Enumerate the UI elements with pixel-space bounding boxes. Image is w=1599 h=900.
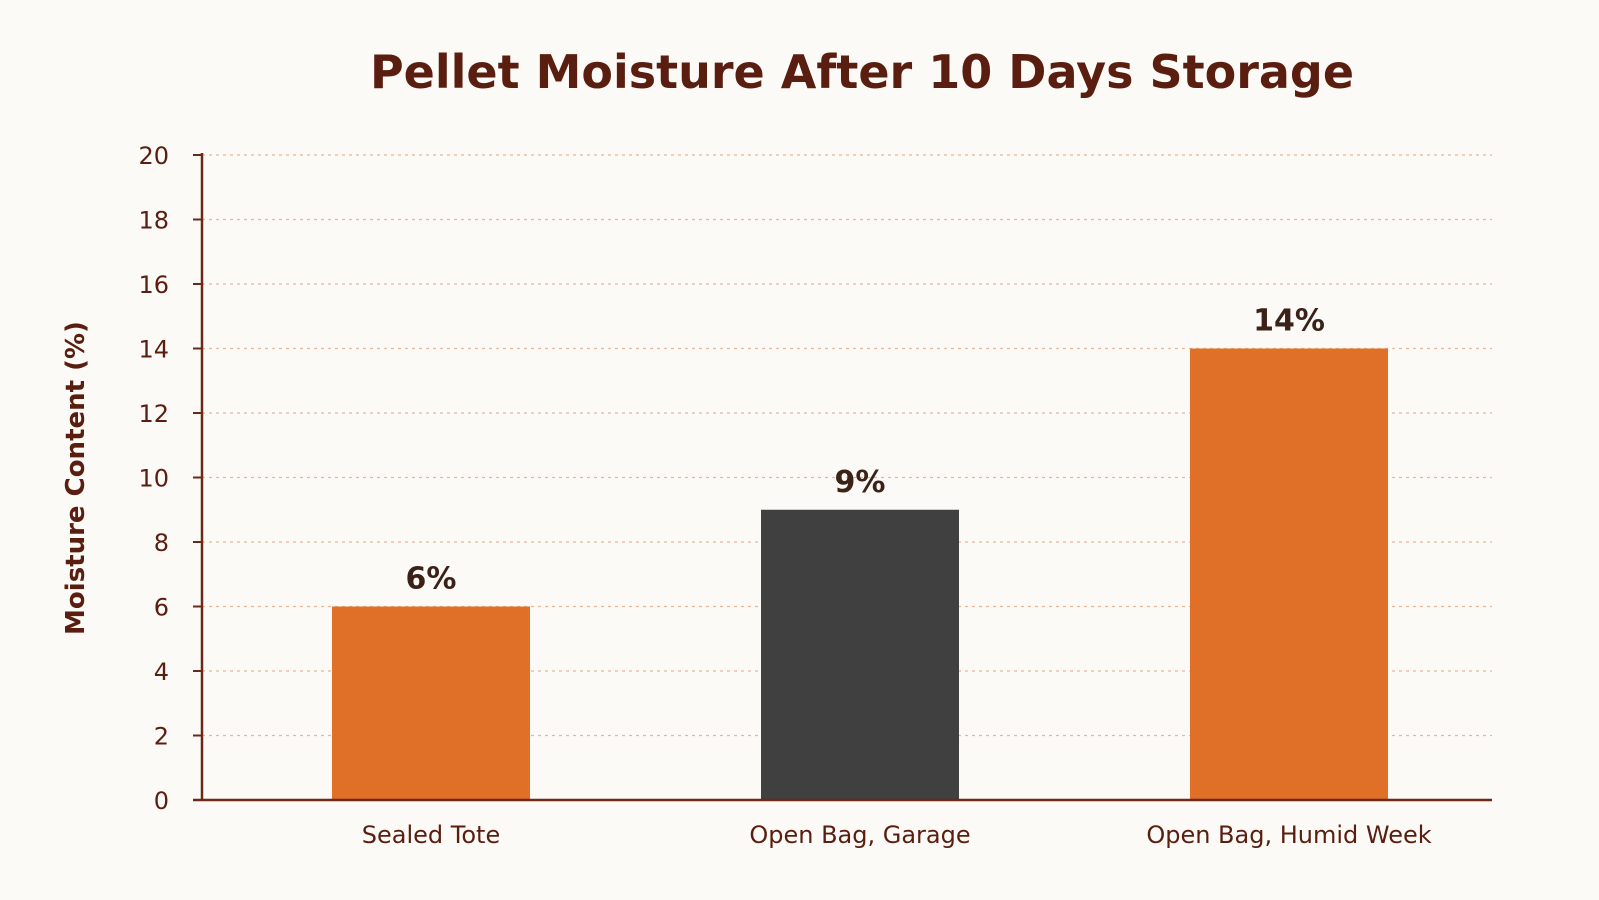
chart-title: Pellet Moisture After 10 Days Storage bbox=[370, 45, 1354, 99]
y-tick-label: 16 bbox=[138, 271, 169, 299]
bars bbox=[332, 348, 1388, 800]
y-axis-label: Moisture Content (%) bbox=[61, 321, 91, 635]
x-tick-label: Sealed Tote bbox=[362, 821, 500, 849]
y-tick-label: 8 bbox=[154, 529, 169, 557]
y-tick-label: 14 bbox=[138, 336, 169, 364]
y-axis-ticks: 0 2 4 6 8 10 12 14 16 18 20 bbox=[138, 142, 202, 815]
x-axis-ticks: Sealed Tote Open Bag, Garage Open Bag, Hum… bbox=[362, 821, 1432, 849]
y-tick-label: 18 bbox=[138, 207, 169, 235]
data-labels: 6% 9% 14% bbox=[406, 304, 1325, 597]
y-tick-label: 0 bbox=[154, 787, 169, 815]
y-tick-label: 4 bbox=[154, 658, 169, 686]
y-tick-label: 12 bbox=[138, 400, 169, 428]
data-label: 6% bbox=[406, 562, 457, 597]
y-tick-label: 20 bbox=[138, 142, 169, 170]
bar bbox=[761, 509, 959, 800]
x-tick-label: Open Bag, Humid Week bbox=[1146, 821, 1431, 849]
x-tick-label: Open Bag, Garage bbox=[749, 821, 970, 849]
y-tick-label: 2 bbox=[154, 723, 169, 751]
y-tick-label: 6 bbox=[154, 594, 169, 622]
bar bbox=[1190, 348, 1388, 800]
bar bbox=[332, 606, 530, 800]
y-tick-label: 10 bbox=[138, 465, 169, 493]
data-label: 14% bbox=[1253, 304, 1325, 339]
data-label: 9% bbox=[835, 465, 886, 500]
